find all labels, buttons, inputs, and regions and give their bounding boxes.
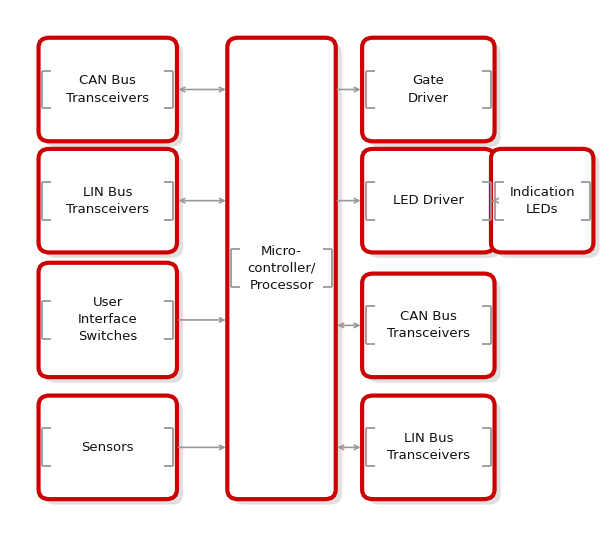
FancyBboxPatch shape — [45, 43, 183, 147]
FancyBboxPatch shape — [368, 43, 500, 147]
FancyBboxPatch shape — [362, 396, 495, 499]
FancyBboxPatch shape — [228, 38, 336, 499]
Text: User
Interface
Switches: User Interface Switches — [78, 296, 138, 343]
FancyBboxPatch shape — [234, 43, 342, 505]
Text: CAN Bus
Transceivers: CAN Bus Transceivers — [387, 310, 470, 341]
FancyBboxPatch shape — [362, 38, 495, 141]
Text: LIN Bus
Transceivers: LIN Bus Transceivers — [387, 432, 470, 462]
Text: Sensors: Sensors — [81, 441, 134, 454]
FancyBboxPatch shape — [39, 396, 177, 499]
Text: Micro-
controller/
Processor: Micro- controller/ Processor — [247, 245, 315, 292]
FancyBboxPatch shape — [362, 274, 495, 377]
FancyBboxPatch shape — [491, 149, 594, 252]
Text: Gate
Driver: Gate Driver — [408, 75, 449, 105]
FancyBboxPatch shape — [497, 154, 600, 258]
Text: LED Driver: LED Driver — [393, 194, 464, 207]
FancyBboxPatch shape — [368, 279, 500, 383]
FancyBboxPatch shape — [39, 149, 177, 252]
FancyBboxPatch shape — [39, 263, 177, 377]
FancyBboxPatch shape — [368, 401, 500, 505]
FancyBboxPatch shape — [45, 401, 183, 505]
FancyBboxPatch shape — [362, 149, 495, 252]
FancyBboxPatch shape — [39, 38, 177, 141]
Text: CAN Bus
Transceivers: CAN Bus Transceivers — [66, 75, 149, 105]
Text: LIN Bus
Transceivers: LIN Bus Transceivers — [66, 186, 149, 216]
FancyBboxPatch shape — [45, 154, 183, 258]
FancyBboxPatch shape — [368, 154, 500, 258]
FancyBboxPatch shape — [45, 268, 183, 383]
Text: Indication
LEDs: Indication LEDs — [509, 186, 575, 216]
